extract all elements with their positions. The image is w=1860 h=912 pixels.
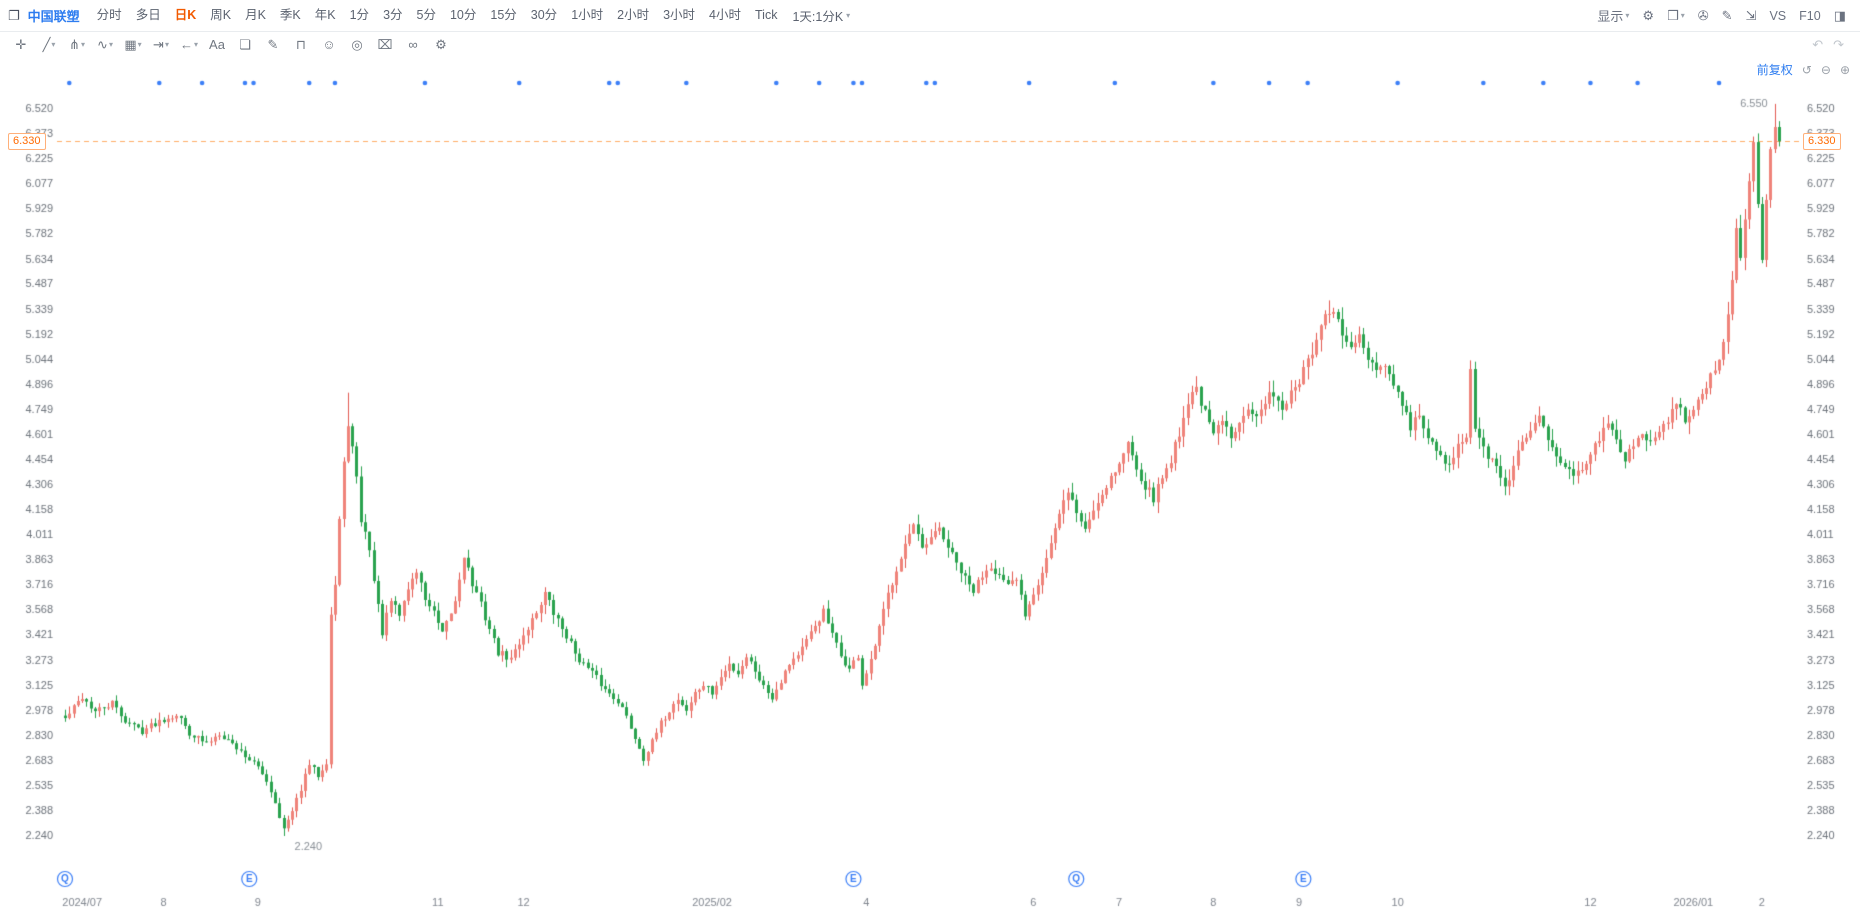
link-tool-button[interactable]: ∞ xyxy=(400,34,426,56)
restore-icon[interactable]: ↺ xyxy=(1801,62,1812,77)
chevron-down-icon: ▾ xyxy=(108,40,113,49)
target-tool-icon: ◎ xyxy=(351,36,363,52)
display-dropdown[interactable]: 显示 ▾ xyxy=(1597,6,1629,25)
trash-tool-button[interactable]: ⌧ xyxy=(372,34,398,56)
pitchfork-tool-icon: ⋔ xyxy=(69,36,80,52)
stock-name[interactable]: 中国联塑 xyxy=(27,9,80,24)
text-tool-icon: Aa xyxy=(209,37,225,52)
fullscreen-icon[interactable]: ⇲ xyxy=(1745,7,1757,23)
chevron-down-icon: ▾ xyxy=(193,40,198,49)
custom-period-label: 1天:1分K xyxy=(792,10,844,24)
pattern-tool-button[interactable]: ▦ ▾ xyxy=(120,34,146,56)
wave-tool-icon: ∿ xyxy=(97,36,108,52)
layout-icon[interactable]: ❒ ▾ xyxy=(1667,7,1685,23)
chevron-down-icon: ▾ xyxy=(1680,11,1685,20)
current-price-tag-left: 6.330 xyxy=(8,133,46,150)
tab-30分[interactable]: 30分 xyxy=(530,8,558,22)
candlestick-chart[interactable] xyxy=(0,57,1860,912)
tab-1分[interactable]: 1分 xyxy=(349,8,370,22)
current-price-tag-right: 6.330 xyxy=(1803,133,1841,150)
vs-button[interactable]: VS xyxy=(1769,8,1787,23)
drawing-tools: ✛ ╱ ▾ ⋔ ▾ ∿ ▾ ▦ ▾ ⇥ ▾ ← ▾ Aa ❏ ✎ ⊓ ☺ ◎ ⌧ ∞ ⚙ xyxy=(8,34,454,56)
redo-icon[interactable]: ↷ xyxy=(1833,36,1844,52)
adjust-mode-button[interactable]: 前复权 xyxy=(1756,63,1793,77)
tab-15分[interactable]: 15分 xyxy=(490,8,517,22)
tab-多日[interactable]: 多日 xyxy=(135,8,161,22)
pattern-tool-icon: ▦ xyxy=(124,36,137,52)
wave-tool-button[interactable]: ∿ ▾ xyxy=(92,34,118,56)
custom-period-dropdown[interactable]: 1天:1分K ▾ xyxy=(784,6,858,25)
tab-周K[interactable]: 周K xyxy=(210,8,232,22)
topbar-right: 显示 ▾ ⚙ ❒ ▾ ✇ ✎ ⇲ VS F10 ◨ xyxy=(1597,6,1852,25)
move-tool-button[interactable]: ✛ xyxy=(8,34,34,56)
arrow-tool-icon: ← xyxy=(179,37,193,52)
text-tool-button[interactable]: Aa xyxy=(204,34,230,56)
zoom-out-icon[interactable]: ⊖ xyxy=(1820,62,1831,77)
chart-controls: 前复权 ↺ ⊖ ⊕ xyxy=(1757,61,1850,78)
zoom-in-icon[interactable]: ⊕ xyxy=(1839,62,1850,77)
comment-tool-button[interactable]: ❏ xyxy=(232,34,258,56)
settings-tool-icon: ⚙ xyxy=(435,36,447,52)
tab-年K[interactable]: 年K xyxy=(314,8,336,22)
chevron-down-icon: ▾ xyxy=(51,40,56,49)
link-tool-icon: ∞ xyxy=(408,37,418,52)
drawing-toolbar: ✛ ╱ ▾ ⋔ ▾ ∿ ▾ ▦ ▾ ⇥ ▾ ← ▾ Aa ❏ ✎ ⊓ ☺ ◎ ⌧ ∞ ⚙ ↶ ↷ xyxy=(0,32,1860,57)
undo-icon[interactable]: ↶ xyxy=(1812,36,1824,52)
trendline-tool-icon: ╱ xyxy=(42,36,51,52)
emoji-tool-icon: ☺ xyxy=(322,37,336,52)
screenshot-icon[interactable]: ✇ xyxy=(1697,7,1709,23)
target-tool-button[interactable]: ◎ xyxy=(344,34,370,56)
arrow-tool-button[interactable]: ← ▾ xyxy=(176,34,202,56)
chevron-down-icon: ▾ xyxy=(137,40,142,49)
history-controls: ↶ ↷ xyxy=(1812,37,1852,53)
tab-2小时[interactable]: 2小时 xyxy=(617,8,650,22)
tab-Tick[interactable]: Tick xyxy=(755,8,778,22)
chevron-down-icon: ▾ xyxy=(1625,11,1630,20)
tab-分时[interactable]: 分时 xyxy=(96,8,122,22)
topbar: ❐ 中国联塑 分时 多日 日K 周K 月K 季K 年K 1分 3分 5分 10分 15分 30分 1小时 2… xyxy=(0,0,1860,32)
move-tool-icon: ✛ xyxy=(15,36,27,52)
f10-button[interactable]: F10 xyxy=(1799,8,1821,23)
chevron-down-icon: ▾ xyxy=(164,40,169,49)
topbar-icon-group: ⚙ ❒ ▾ ✇ ✎ ⇲ xyxy=(1642,8,1756,24)
measure-tool-button[interactable]: ⇥ ▾ xyxy=(148,34,174,56)
magnet-tool-button[interactable]: ⊓ xyxy=(288,34,314,56)
display-label: 显示 xyxy=(1597,9,1624,24)
emoji-tool-button[interactable]: ☺ xyxy=(316,34,342,56)
pitchfork-tool-button[interactable]: ⋔ ▾ xyxy=(64,34,90,56)
settings-icon[interactable]: ⚙ xyxy=(1642,7,1655,23)
brush-tool-icon: ✎ xyxy=(267,36,279,52)
timeframe-tabs: 分时 多日 日K 周K 月K 季K 年K 1分 3分 5分 10分 15分 30分 1小时 2小时 3小时 4小… xyxy=(90,0,785,31)
tab-月K[interactable]: 月K xyxy=(245,8,266,22)
tab-日K[interactable]: 日K xyxy=(174,8,197,22)
measure-tool-icon: ⇥ xyxy=(153,36,164,52)
tab-3分[interactable]: 3分 xyxy=(383,8,403,22)
trendline-tool-button[interactable]: ╱ ▾ xyxy=(36,34,62,56)
magnet-tool-icon: ⊓ xyxy=(295,36,307,52)
chart-area: 前复权 ↺ ⊖ ⊕ 6.330 6.330 xyxy=(0,57,1860,912)
tab-4小时[interactable]: 4小时 xyxy=(709,8,741,22)
settings-tool-button[interactable]: ⚙ xyxy=(428,34,454,56)
window-icon[interactable]: ❐ xyxy=(8,7,20,23)
tab-季K[interactable]: 季K xyxy=(279,8,301,22)
trash-tool-icon: ⌧ xyxy=(377,36,393,52)
comment-tool-icon: ❏ xyxy=(239,36,251,52)
tab-5分[interactable]: 5分 xyxy=(416,8,436,22)
sidebar-toggle-icon[interactable]: ◨ xyxy=(1833,7,1846,23)
edit-icon[interactable]: ✎ xyxy=(1721,7,1733,23)
tab-1小时[interactable]: 1小时 xyxy=(571,8,604,22)
tab-10分[interactable]: 10分 xyxy=(449,8,477,22)
chevron-down-icon: ▾ xyxy=(80,40,85,49)
chevron-down-icon: ▾ xyxy=(846,11,851,20)
brush-tool-button[interactable]: ✎ xyxy=(260,34,286,56)
tab-3小时[interactable]: 3小时 xyxy=(663,8,696,22)
